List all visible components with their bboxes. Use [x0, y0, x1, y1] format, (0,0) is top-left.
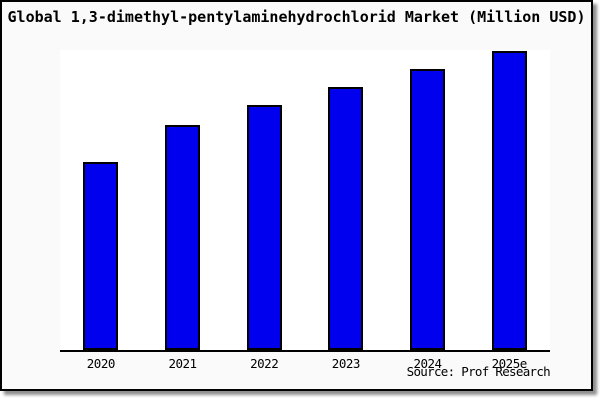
plot-area — [60, 50, 550, 352]
bar-2020 — [83, 162, 119, 350]
bar-column-2023 — [305, 50, 387, 350]
chart-title: Global 1,3-dimethyl-pentylaminehydrochlo… — [7, 8, 586, 26]
x-tick-label-2020: 2020 — [86, 356, 116, 371]
x-axis-labels: 2020 2021 2022 2023 2024 2025e — [60, 356, 550, 371]
source-credit: Source: Prof Research — [406, 364, 551, 379]
x-tick-label-2022: 2022 — [250, 356, 279, 371]
bar-column-2025e — [468, 50, 550, 350]
bar-2025e — [491, 51, 527, 350]
x-tick-label-2023: 2023 — [331, 356, 361, 371]
bar-2021 — [165, 125, 200, 350]
bar-column-2020 — [60, 50, 142, 350]
x-tick-label-2025e: 2025e — [491, 356, 528, 371]
bar-2024 — [410, 69, 446, 350]
bar-column-2024 — [387, 50, 469, 350]
x-tick-label-2021: 2021 — [168, 356, 197, 371]
bar-2023 — [328, 87, 364, 350]
bar-column-2022 — [223, 50, 305, 350]
x-tick-label-2024: 2024 — [413, 356, 442, 371]
bar-2022 — [246, 105, 282, 350]
bar-column-2021 — [142, 50, 224, 350]
chart-frame: Global 1,3-dimethyl-pentylaminehydrochlo… — [0, 0, 593, 391]
